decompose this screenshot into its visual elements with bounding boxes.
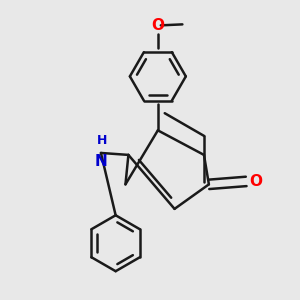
Text: O: O (152, 18, 164, 33)
Text: O: O (249, 174, 262, 189)
Text: H: H (97, 134, 108, 147)
Text: N: N (94, 154, 107, 169)
